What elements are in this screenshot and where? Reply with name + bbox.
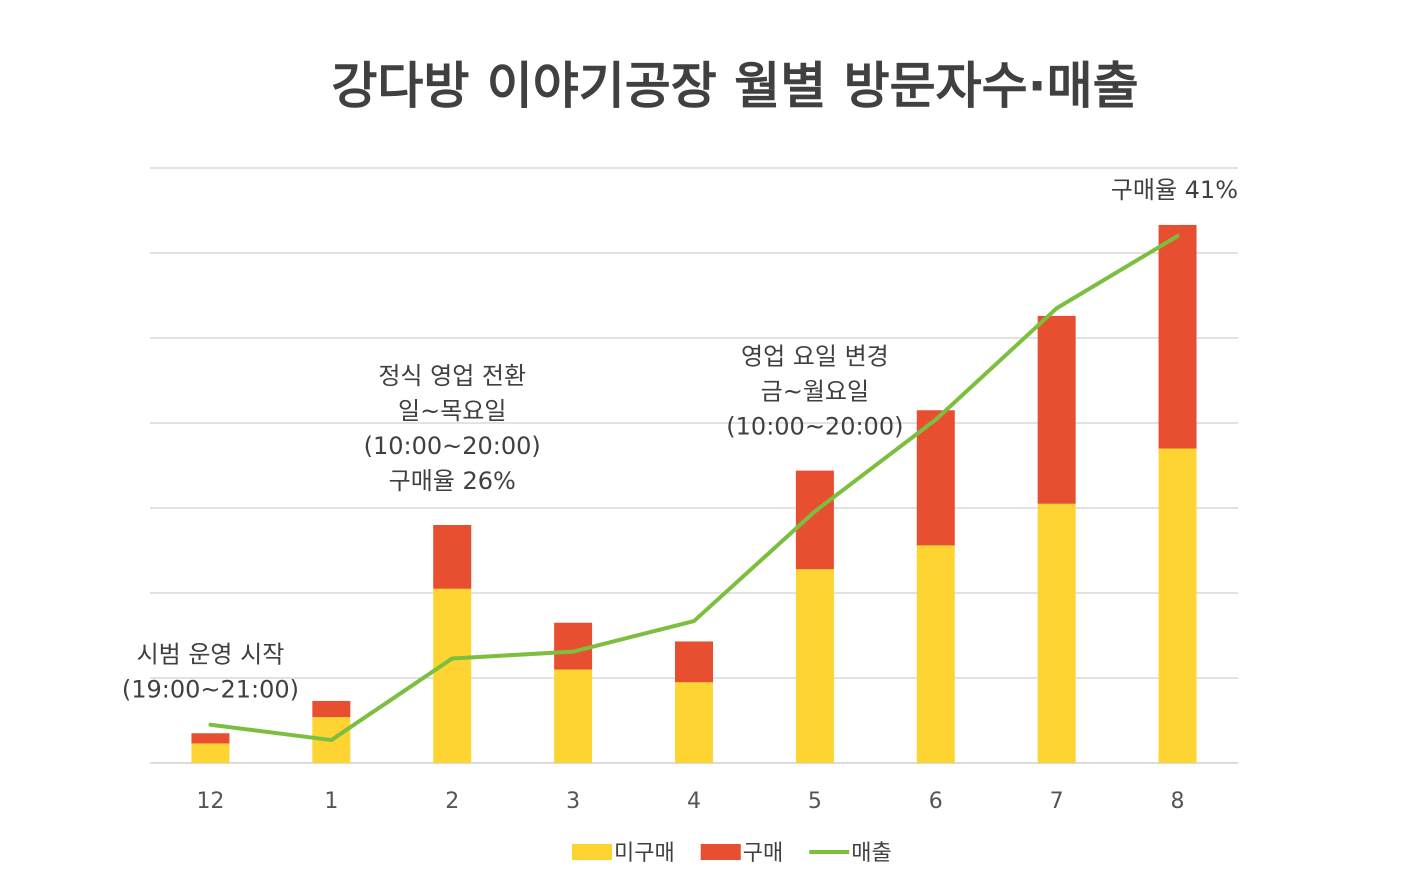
x-tick-label: 2 [445,789,459,814]
bar-purchase [433,525,472,589]
bar-non-purchase [675,682,713,763]
x-tick-label: 3 [566,789,580,814]
annotation-line: (10:00~20:00) [726,413,903,441]
bar-purchase [191,733,230,744]
sales-line [208,234,1180,743]
x-tick-label: 1 [324,789,338,814]
annotation-line: 일~목요일 [398,397,506,425]
annotation-8: 구매율 41% [1111,176,1238,204]
legend-item: 미구매 [572,841,675,866]
annotation-line: 구매율 26% [389,467,516,495]
bar-purchase [1037,315,1076,504]
bar-non-purchase [191,743,230,763]
legend-label: 미구매 [614,841,675,866]
bar-purchase [675,641,713,683]
x-tick-label: 7 [1050,789,1064,814]
bar-purchase [312,700,351,718]
annotation-line: 영업 요일 변경 [741,343,889,371]
annotation-5: 영업 요일 변경금~월요일 (10:00~20:00) [726,343,903,441]
annotation-12: 시범 운영 시작 (19:00~21:00) [122,640,299,703]
bars-layer [191,224,1197,763]
sales-line-layer [208,234,1180,743]
bar-purchase [554,622,593,670]
annotations: 시범 운영 시작 (19:00~21:00) 정식 영업 전환일~목요일 (10:00… [122,176,1238,703]
bar-purchase [1158,224,1197,449]
annotation-line: 정식 영업 전환 [378,362,526,390]
chart-title: 강다방 이야기공장 월별 방문자수·매출 [331,57,1138,115]
legend-label: 구매 [743,841,783,866]
x-axis: 12 1 2 3 4 5 6 7 8 [196,789,1184,814]
annotation-line: 시범 운영 시작 [137,640,285,668]
x-tick-label: 12 [196,789,224,814]
annotation-line: 구매율 41% [1111,176,1238,204]
bar-non-purchase [1037,503,1076,763]
gridlines [150,167,1238,764]
annotation-2: 정식 영업 전환일~목요일 (10:00~20:00) 구매율 26% [364,362,541,495]
annotation-line: (10:00~20:00) [364,432,541,460]
annotation-line: (19:00~21:00) [122,675,299,703]
x-tick-label: 4 [687,789,701,814]
legend-swatch [572,844,612,860]
legend-label: 매출 [851,841,891,866]
bar-non-purchase [1158,448,1197,763]
legend-swatch [700,844,741,860]
legend-item: 구매 [700,841,783,866]
x-tick-label: 8 [1171,789,1185,814]
legend-item: 매출 [809,841,892,866]
bar-non-purchase [433,588,472,763]
bar-purchase [916,410,955,546]
legend: 미구매 구매 매출 [572,841,892,866]
bar-non-purchase [554,669,593,763]
bar-purchase [795,470,834,570]
annotation-line: 금~월요일 [761,378,869,406]
x-tick-label: 5 [808,789,822,814]
x-tick-label: 6 [929,789,943,814]
bar-non-purchase [916,545,955,763]
bar-non-purchase [795,569,834,763]
